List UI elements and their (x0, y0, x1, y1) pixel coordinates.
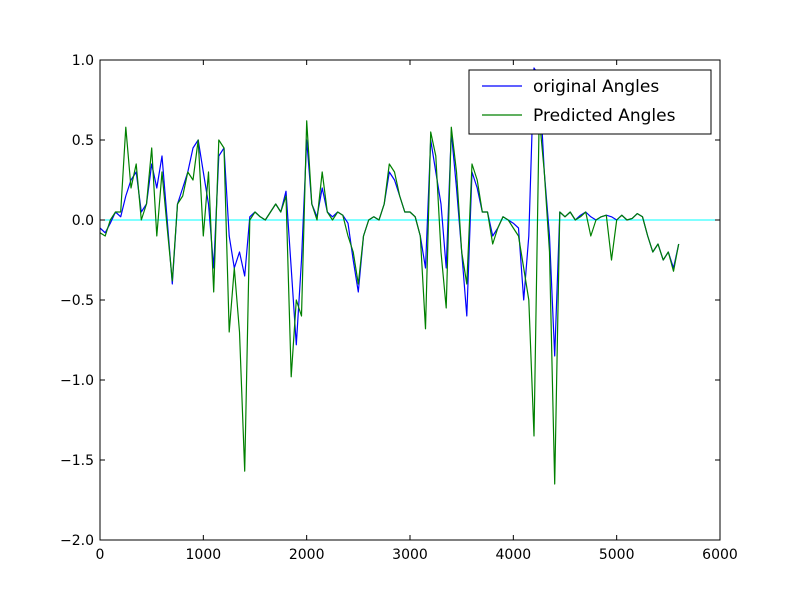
x-tick-label: 3000 (392, 547, 428, 563)
x-tick-label: 4000 (496, 547, 532, 563)
y-tick-label: −2.0 (60, 533, 94, 549)
y-tick-label: 0.5 (72, 133, 94, 149)
x-tick-label: 5000 (599, 547, 635, 563)
y-tick-label: 1.0 (72, 53, 94, 69)
y-tick-label: −1.5 (60, 453, 94, 469)
legend-label-original-angles: original Angles (533, 77, 659, 97)
y-axis: −2.0 −1.5 −1.0 −0.5 0.0 0.5 1.0 (60, 53, 720, 549)
legend-box (468, 69, 712, 135)
series-layer (100, 67, 680, 485)
series-line-original-angles (100, 67, 680, 357)
x-tick-label: 1000 (186, 547, 222, 563)
y-tick-label: −1.0 (60, 373, 94, 389)
legend-label-predicted-angles: Predicted Angles (533, 106, 676, 126)
x-axis: 0 1000 2000 3000 4000 5000 6000 (96, 60, 738, 563)
axes-background (100, 60, 720, 540)
y-tick-label: 0.0 (72, 213, 94, 229)
x-tick-label: 2000 (289, 547, 325, 563)
y-tick-label: −0.5 (60, 293, 94, 309)
legend: original Angles Predicted Angles (468, 69, 712, 135)
plot-area (99, 59, 721, 541)
x-tick-label: 6000 (702, 547, 738, 563)
x-tick-label: 0 (96, 547, 105, 563)
series-line-predicted-angles (100, 115, 680, 485)
